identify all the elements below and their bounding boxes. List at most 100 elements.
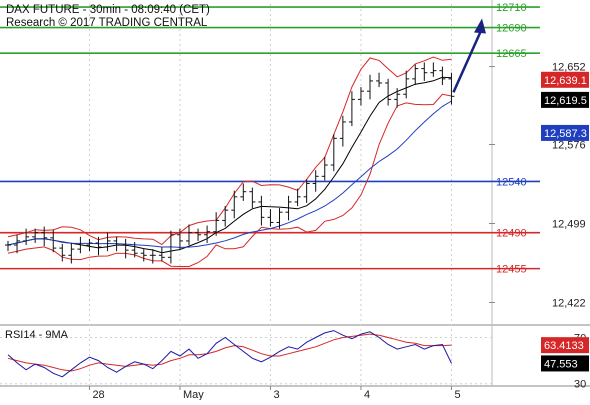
ohlc-bar bbox=[32, 228, 39, 243]
level-label: 12455 bbox=[496, 264, 527, 276]
ohlc-bar bbox=[122, 238, 129, 259]
ohlc-bar bbox=[394, 88, 401, 108]
ohlc-bar bbox=[95, 236, 102, 256]
rsi-tag-text: 63.4133 bbox=[544, 340, 584, 352]
ohlc-bar bbox=[348, 91, 355, 127]
ohlc-bar bbox=[430, 62, 437, 77]
ohlc-bar bbox=[403, 70, 410, 99]
level-label: 12690 bbox=[496, 23, 527, 35]
ohlc-bar bbox=[421, 62, 428, 81]
ohlc-bar bbox=[131, 241, 138, 258]
price-grid bbox=[0, 0, 590, 387]
x-tick-label: 4 bbox=[364, 389, 370, 400]
rsi-tag: 47.553 bbox=[541, 355, 589, 372]
ohlc-bar bbox=[439, 66, 446, 86]
price-series bbox=[7, 56, 452, 267]
ohlc-bar bbox=[276, 208, 283, 229]
level-label: 12710 bbox=[496, 2, 527, 14]
price-tag-text: 12,619.5 bbox=[544, 95, 587, 107]
price-tag-text: 12,639.1 bbox=[544, 75, 587, 87]
ohlc-bar bbox=[385, 78, 392, 106]
ohlc-bar bbox=[50, 229, 57, 253]
ohlc-bar bbox=[77, 236, 84, 254]
ohlc-bar bbox=[186, 224, 192, 246]
price-tag-box bbox=[541, 71, 589, 88]
rsi-tick-label: 30 bbox=[574, 379, 586, 391]
ohlc-bar bbox=[195, 228, 202, 241]
price-tag-box bbox=[541, 91, 589, 108]
level-label: 12540 bbox=[496, 176, 527, 188]
ohlc-bar bbox=[376, 72, 383, 88]
rsi-title: RSI14 - 9MA bbox=[5, 329, 69, 341]
ohlc-bar bbox=[303, 179, 310, 203]
ohlc-bar bbox=[86, 238, 93, 252]
ohlc-bar bbox=[294, 188, 301, 207]
ohlc-bar bbox=[285, 195, 292, 221]
forecast-arrow-head bbox=[474, 18, 486, 34]
ohlc-bar bbox=[367, 74, 373, 100]
rsi-tag-box bbox=[541, 337, 589, 354]
y-tick-label: 12,576 bbox=[552, 140, 586, 152]
ohlc-bar bbox=[222, 206, 229, 227]
rsi-tag-box bbox=[541, 355, 589, 372]
y-tick-label: 12,422 bbox=[552, 297, 586, 309]
candles bbox=[5, 62, 455, 264]
price-tag-box bbox=[541, 124, 589, 141]
ohlc-bar bbox=[213, 212, 220, 236]
ohlc-bar bbox=[104, 232, 111, 252]
ohlc-bar bbox=[5, 240, 11, 252]
ma-long bbox=[7, 100, 452, 248]
ohlc-bar bbox=[158, 247, 165, 262]
ohlc-bar bbox=[59, 244, 66, 262]
ohlc-bar bbox=[312, 170, 319, 192]
price-tag-text: 12,587.3 bbox=[544, 128, 587, 140]
price-tag: 12,587.3 bbox=[541, 124, 589, 141]
y-tick-label: 12,652 bbox=[552, 62, 586, 74]
research-credit: Research © 2017 TRADING CENTRAL bbox=[6, 17, 208, 29]
ohlc-bar bbox=[68, 242, 75, 264]
ohlc-bar bbox=[330, 134, 337, 172]
ohlc-bar bbox=[113, 236, 120, 252]
rsi-line bbox=[7, 330, 452, 378]
bollinger-lower bbox=[7, 93, 452, 267]
ohlc-bar bbox=[240, 183, 247, 201]
price-tag: 12,619.5 bbox=[541, 91, 589, 108]
ohlc-bar bbox=[267, 209, 274, 227]
ohlc-bar bbox=[357, 87, 364, 106]
ohlc-bar bbox=[249, 187, 256, 209]
rsi-tag: 63.4133 bbox=[541, 337, 589, 354]
ohlc-bar bbox=[231, 190, 238, 219]
rsi-tag-text: 47.553 bbox=[544, 358, 578, 370]
ohlc-bar bbox=[167, 230, 174, 264]
ohlc-bar bbox=[23, 228, 30, 246]
x-tick-label: 5 bbox=[454, 389, 460, 400]
ohlc-bar bbox=[176, 228, 183, 250]
value-tags: 12,639.1 12,619.5 12,587.3 63.4133 47.553 bbox=[541, 71, 589, 372]
ohlc-bar bbox=[258, 195, 265, 226]
ohlc-bar bbox=[41, 226, 48, 247]
x-tick-label: May bbox=[183, 389, 204, 400]
level-label: 12490 bbox=[496, 228, 527, 240]
bollinger-upper bbox=[7, 56, 452, 246]
chart-title: DAX FUTURE - 30min - 08:09:40 (CET) bbox=[6, 4, 210, 16]
y-tick-label: 12,499 bbox=[552, 218, 586, 230]
ohlc-bar bbox=[412, 64, 419, 86]
ohlc-bar bbox=[339, 115, 346, 147]
ohlc-bar bbox=[204, 225, 211, 243]
forecast-arrow-layer bbox=[452, 18, 486, 93]
x-tick-label: 28 bbox=[92, 389, 104, 400]
ohlc-bar bbox=[321, 156, 328, 181]
ohlc-bar bbox=[149, 249, 156, 264]
ohlc-bar bbox=[14, 234, 21, 254]
rsi-ma-line bbox=[7, 333, 452, 372]
x-tick-label: 3 bbox=[273, 389, 279, 400]
level-label: 12665 bbox=[496, 48, 527, 60]
price-tag: 12,639.1 bbox=[541, 71, 589, 88]
rsi-panel bbox=[0, 330, 492, 385]
forecast-arrow-shaft bbox=[452, 27, 484, 93]
ohlc-bar bbox=[448, 72, 455, 105]
ohlc-bar bbox=[140, 249, 147, 262]
